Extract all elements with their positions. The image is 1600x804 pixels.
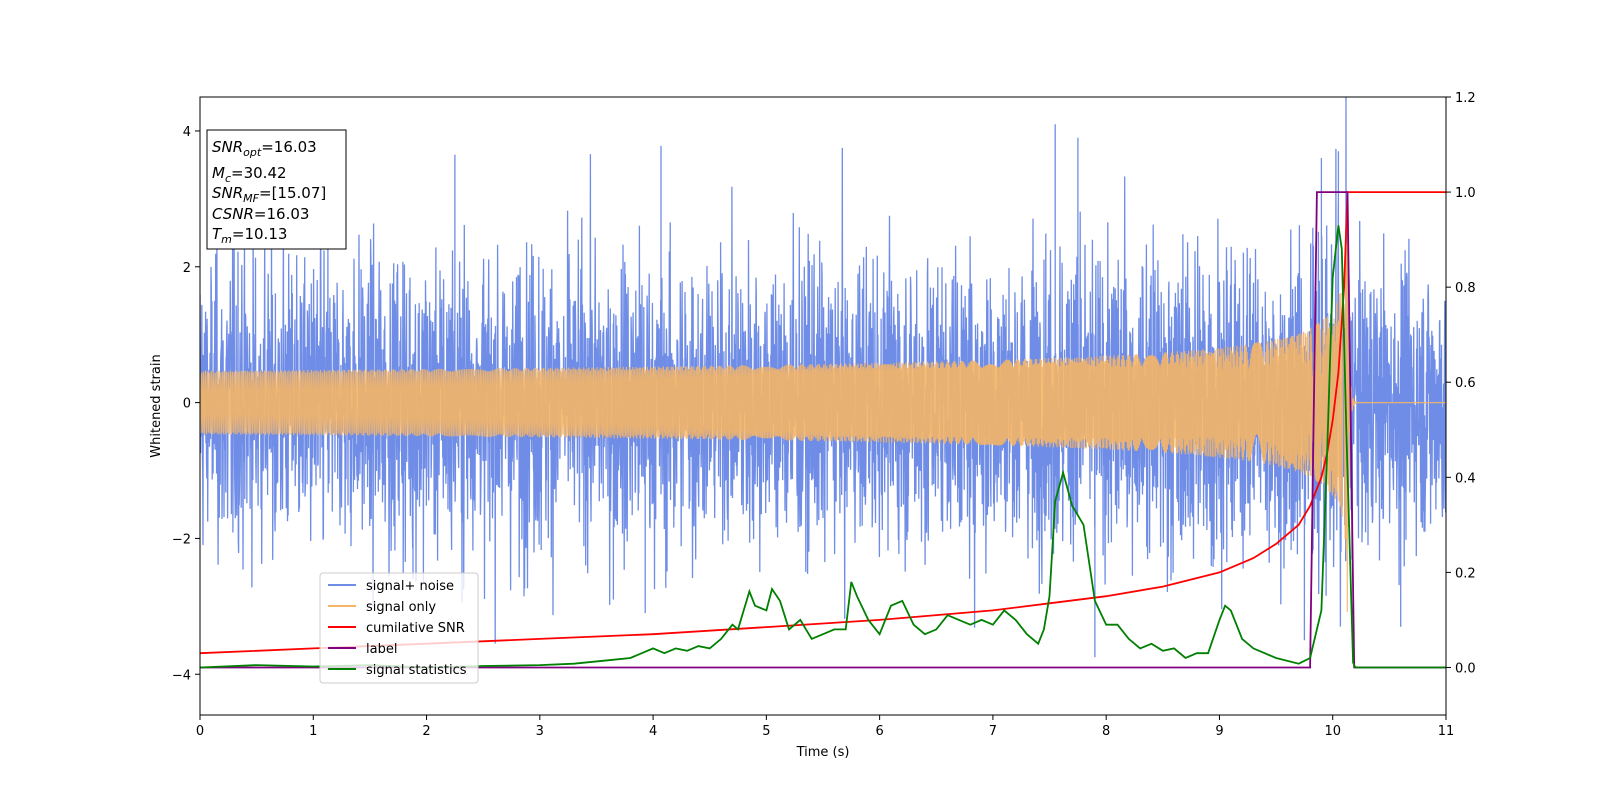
info-tm: Tm=10.13 <box>212 225 287 246</box>
legend-label-label: label <box>366 642 397 657</box>
series-signal-only-line <box>200 198 1446 613</box>
info-snr-mf: SNRMF=[15.07] <box>212 184 326 205</box>
y-right-tick-label: 0.6 <box>1455 376 1476 391</box>
y-left-tick-label: 2 <box>183 261 191 276</box>
series-signal-noise-line <box>200 97 1446 658</box>
y-right-tick-label: 0.4 <box>1455 471 1476 486</box>
series-layer <box>200 97 1446 669</box>
y-left-tick-label: −2 <box>172 532 191 547</box>
y-right-tick-label: 0.0 <box>1455 661 1476 676</box>
series-signal-statistics-line <box>200 225 1446 669</box>
x-tick-label: 5 <box>762 724 770 739</box>
legend-label-signal-noise: signal+ noise <box>366 579 454 594</box>
x-tick-label: 8 <box>1102 724 1110 739</box>
legend-label-signal-statistics: signal statistics <box>366 663 467 678</box>
y-left-tick-label: −4 <box>172 668 191 683</box>
y-axis-label: Whitened strain <box>149 354 164 457</box>
x-tick-label: 9 <box>1215 724 1223 739</box>
x-tick-label: 2 <box>422 724 430 739</box>
series-cumulative-snr-line <box>200 191 1446 655</box>
y-right-tick-label: 0.2 <box>1455 566 1476 581</box>
legend-label-signal-only: signal only <box>366 600 436 615</box>
info-snr-opt: SNRopt=16.03 <box>212 138 317 159</box>
info-box-frame <box>206 129 347 250</box>
legend-frame <box>319 572 479 684</box>
x-tick-label: 10 <box>1324 724 1341 739</box>
info-mc: Mc=30.42 <box>212 164 287 185</box>
plot-frame <box>199 96 1447 716</box>
x-tick-label: 11 <box>1438 724 1455 739</box>
x-tick-label: 7 <box>989 724 997 739</box>
x-tick-label: 6 <box>875 724 883 739</box>
y-right-tick-label: 0.8 <box>1455 281 1476 296</box>
info-csnr: CSNR=16.03 <box>212 205 309 223</box>
legend: signal+ noise signal only cumilative SNR… <box>319 572 479 684</box>
y-right-tick-label: 1.2 <box>1455 91 1476 106</box>
x-tick-label: 4 <box>649 724 657 739</box>
info-box: SNRopt=16.03 Mc=30.42 SNRMF=[15.07] CSNR… <box>206 129 347 250</box>
y-left-tick-label: 0 <box>183 397 191 412</box>
y-right-tick-label: 1.0 <box>1455 186 1476 201</box>
y-left-tick-label: 4 <box>183 125 191 140</box>
axes-layer: 0 1 2 3 4 5 6 7 8 9 10 11 −4 −2 0 2 4 0.0 0.2 0.4 0.6 0.8 1.0 1… <box>172 91 1476 739</box>
legend-label-cumulative-snr: cumilative SNR <box>366 621 465 636</box>
x-axis-label: Time (s) <box>796 745 850 760</box>
x-tick-label: 0 <box>196 724 204 739</box>
x-tick-label: 3 <box>536 724 544 739</box>
x-tick-label: 1 <box>309 724 317 739</box>
